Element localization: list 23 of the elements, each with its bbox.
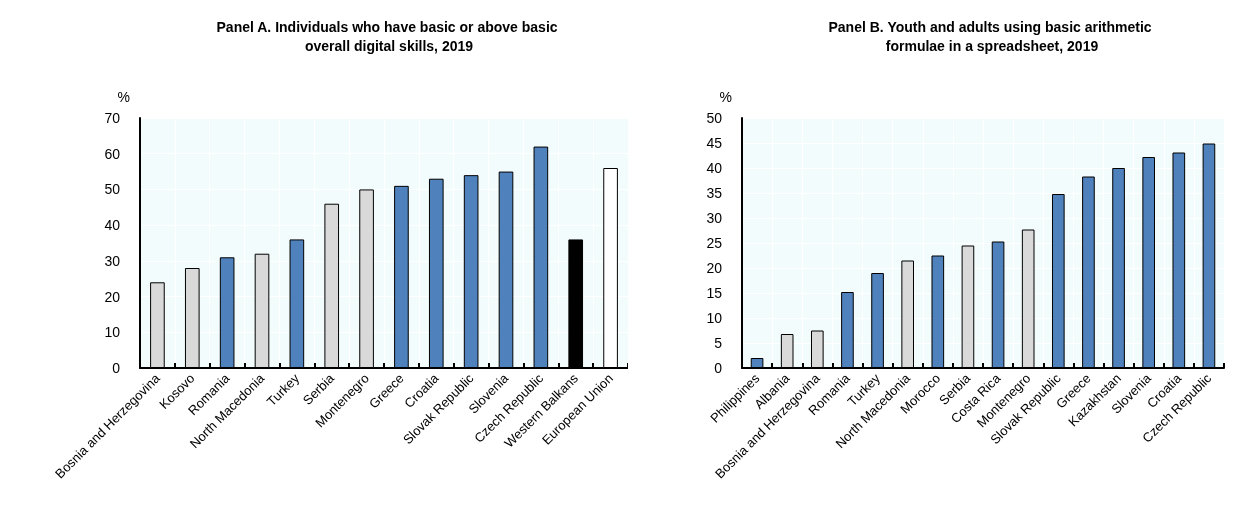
y-tick-label: 0 [714, 360, 723, 376]
y-tick-label: 45 [706, 135, 723, 151]
y-tick-label: 35 [706, 185, 723, 201]
y-tick-label: 70 [104, 110, 121, 126]
y-tick-label: 60 [104, 145, 121, 162]
y-tick-label: 40 [706, 160, 723, 176]
y-tick-label: 25 [706, 235, 723, 251]
y-tick-label: 30 [104, 252, 121, 269]
y-axis-title: % [117, 89, 130, 105]
y-tick-label: 40 [104, 217, 121, 234]
y-tick-label: 50 [706, 110, 723, 126]
y-tick-label: 10 [104, 324, 121, 341]
y-axis-title: % [719, 89, 732, 105]
y-tick-label: 30 [706, 210, 723, 226]
y-tick-label: 20 [104, 288, 121, 305]
y-tick-label: 5 [714, 335, 723, 351]
y-tick-label: 50 [104, 181, 121, 198]
y-tick-label: 15 [706, 285, 723, 301]
chart-title: Panel B. Youth and adults using basic arithmetic formulae in a spreadsheet, 2019 [828, 18, 1156, 54]
chart-title: Panel A. Individuals who have basic or above basic overall digital skills, 2019 [216, 18, 562, 54]
y-tick-label: 20 [706, 260, 723, 276]
y-tick-label: 10 [706, 310, 723, 326]
y-tick-label: 0 [112, 360, 121, 376]
